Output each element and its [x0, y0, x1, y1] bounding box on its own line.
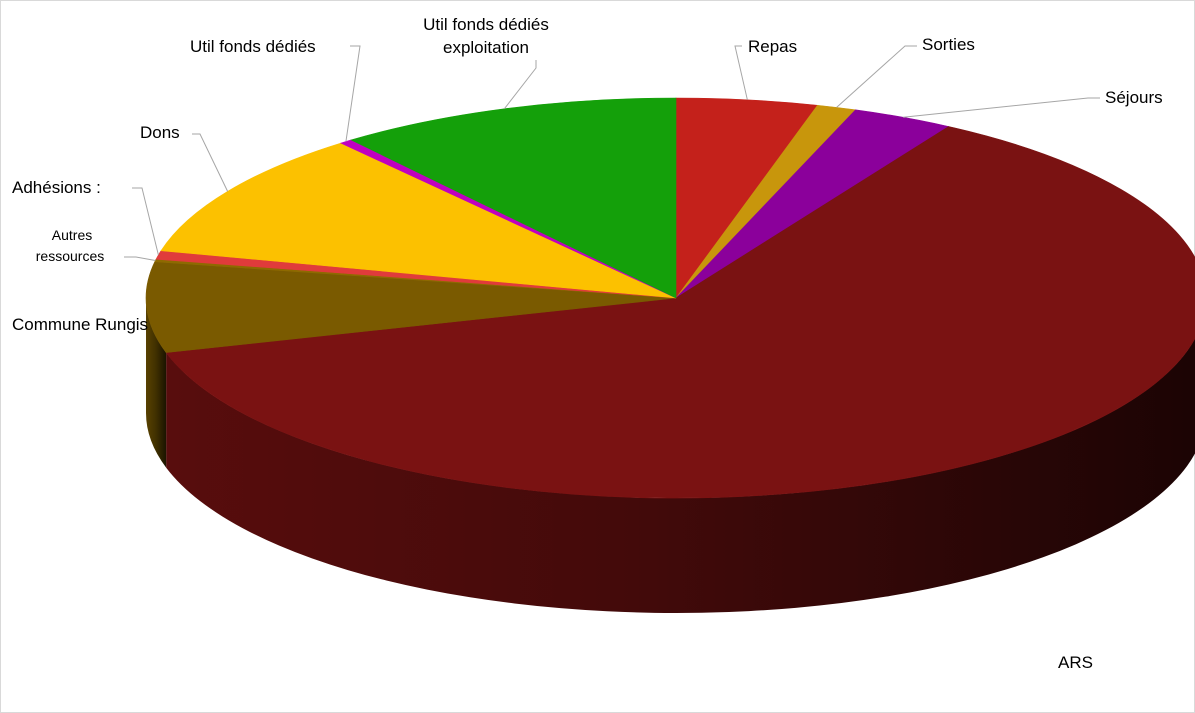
- leader-line: [132, 187, 159, 256]
- leader-line: [836, 45, 917, 108]
- leader-line: [503, 60, 537, 110]
- slice-label-sorties: Sorties: [922, 35, 975, 54]
- side-wall-commune-rungis: [146, 298, 167, 468]
- leader-line: [345, 45, 361, 142]
- pie-slice-util-fonds-d-di-s-exploitation[interactable]: [350, 97, 677, 299]
- slice-label-util-fonds-d-di-s-exploitation: Util fonds dédiés exploitation: [423, 15, 549, 57]
- leader-line: [192, 133, 229, 192]
- pie-side-walls: [146, 298, 1195, 613]
- pie-slice-ars[interactable]: [165, 126, 1195, 499]
- side-wall-ars: [166, 338, 1195, 613]
- slice-label-ars: ARS: [1058, 653, 1093, 672]
- leader-lines: [124, 45, 1100, 262]
- slice-labels: Repas Sorties Séjours ARS Commune Rungis Autr…: [12, 15, 1163, 672]
- leader-line: [734, 45, 748, 100]
- slice-label-dons: Dons: [140, 123, 180, 142]
- slice-label-util-fonds-d-di-s: Util fonds dédiés: [190, 37, 316, 56]
- slice-label-adh-sions-: Adhésions :: [12, 178, 101, 197]
- leader-line: [124, 256, 156, 262]
- leader-line: [903, 97, 1100, 118]
- pie-top-slices: [145, 97, 1195, 499]
- slice-label-s-jours: Séjours: [1105, 88, 1163, 107]
- pie-slice-commune-rungis[interactable]: [145, 261, 677, 353]
- slice-label-repas: Repas: [748, 37, 797, 56]
- slice-label-commune-rungis: Commune Rungis: [12, 315, 148, 334]
- slice-label-autres-ressources: Autres ressources: [36, 227, 104, 264]
